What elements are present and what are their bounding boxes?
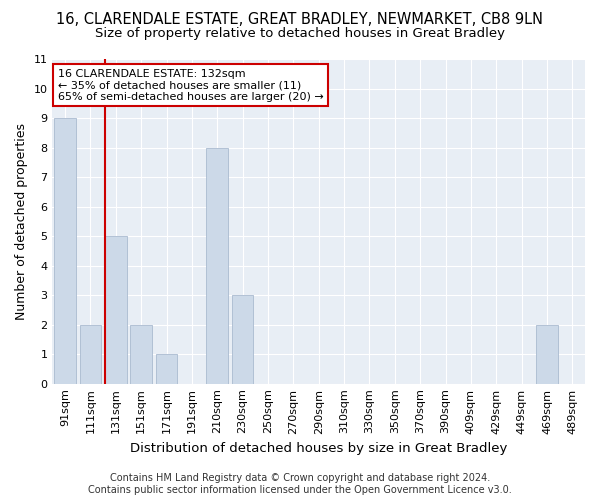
Text: Contains HM Land Registry data © Crown copyright and database right 2024.
Contai: Contains HM Land Registry data © Crown c… (88, 474, 512, 495)
Text: 16 CLARENDALE ESTATE: 132sqm
← 35% of detached houses are smaller (11)
65% of se: 16 CLARENDALE ESTATE: 132sqm ← 35% of de… (58, 68, 323, 102)
Bar (55, 118, 76, 384)
Bar (156, 354, 178, 384)
Text: Size of property relative to detached houses in Great Bradley: Size of property relative to detached ho… (95, 28, 505, 40)
Bar (80, 324, 101, 384)
Text: 16, CLARENDALE ESTATE, GREAT BRADLEY, NEWMARKET, CB8 9LN: 16, CLARENDALE ESTATE, GREAT BRADLEY, NE… (56, 12, 544, 28)
Bar (105, 236, 127, 384)
Y-axis label: Number of detached properties: Number of detached properties (15, 123, 28, 320)
Bar (232, 295, 253, 384)
X-axis label: Distribution of detached houses by size in Great Bradley: Distribution of detached houses by size … (130, 442, 508, 455)
Bar (130, 324, 152, 384)
Bar (206, 148, 228, 384)
Bar (536, 324, 558, 384)
